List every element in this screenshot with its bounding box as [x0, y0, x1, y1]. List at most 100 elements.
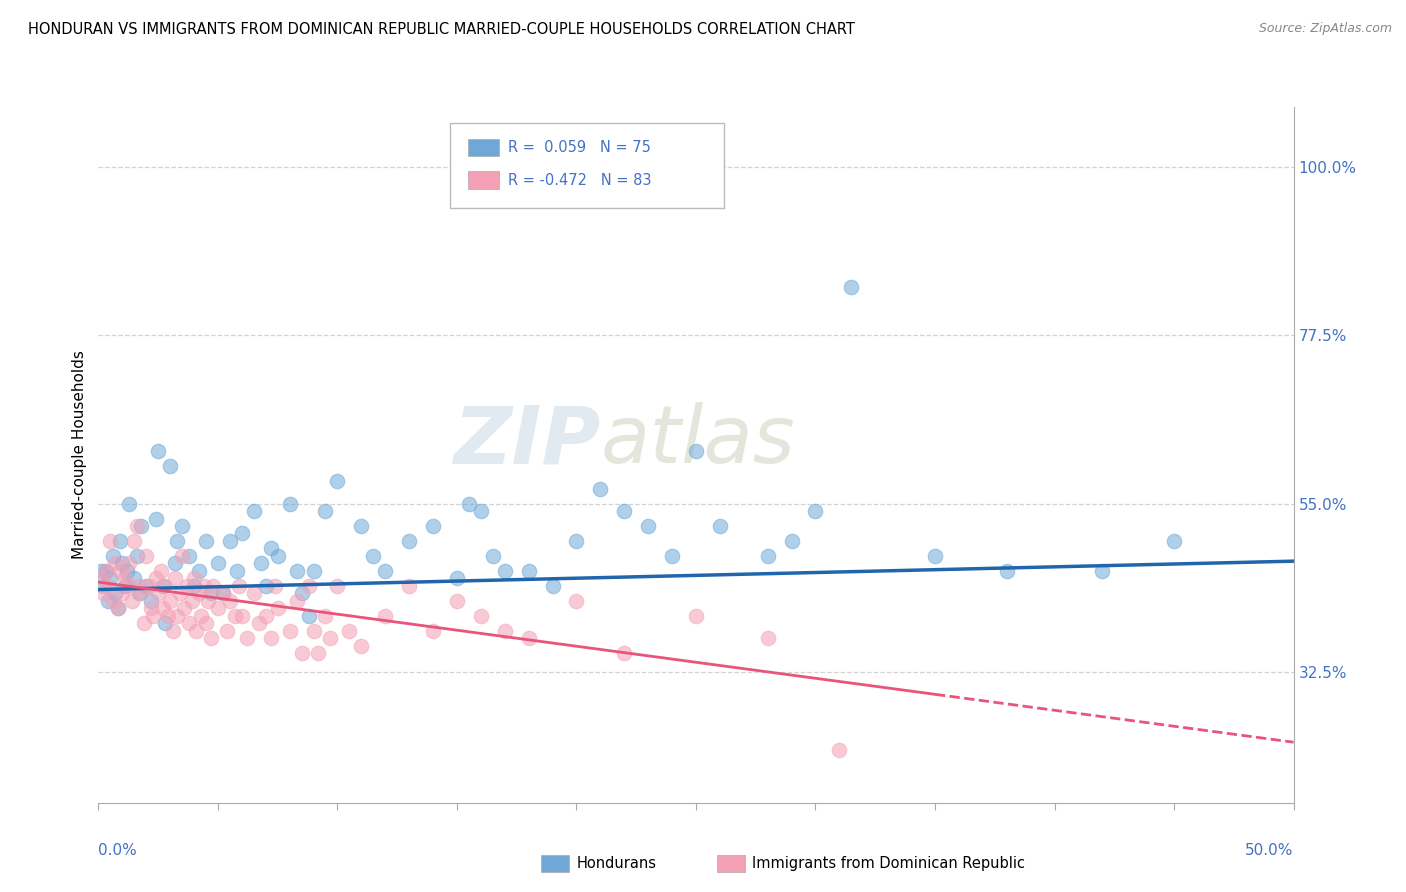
Point [128, 579, 150, 593]
Point [163, 571, 186, 585]
Point [226, 564, 249, 578]
Text: R = -0.472   N = 83: R = -0.472 N = 83 [508, 172, 651, 187]
Point [470, 504, 492, 518]
Point [290, 646, 312, 660]
Point [285, 564, 308, 578]
Point [267, 549, 290, 563]
Point [121, 594, 143, 608]
Point [494, 564, 516, 578]
Point [207, 601, 229, 615]
Point [217, 624, 239, 638]
Point [211, 586, 233, 600]
Point [470, 608, 492, 623]
Point [124, 571, 146, 585]
Text: ZIP: ZIP [453, 402, 600, 480]
Point [132, 616, 155, 631]
Point [190, 608, 212, 623]
Point [254, 579, 277, 593]
Point [101, 549, 124, 563]
Point [756, 631, 779, 645]
Point [159, 594, 181, 608]
Point [180, 594, 202, 608]
Point [446, 594, 468, 608]
Point [107, 601, 129, 615]
Point [278, 624, 301, 638]
Point [108, 533, 131, 548]
Point [172, 519, 194, 533]
Point [90, 564, 112, 578]
Point [135, 549, 157, 563]
Point [162, 624, 184, 638]
Point [211, 586, 233, 600]
Point [374, 608, 396, 623]
Point [200, 586, 222, 600]
Point [118, 497, 141, 511]
Point [517, 631, 540, 645]
Point [159, 459, 181, 474]
Point [139, 594, 162, 608]
Text: R =  0.059   N = 75: R = 0.059 N = 75 [508, 140, 651, 155]
Point [709, 519, 731, 533]
Point [315, 504, 337, 518]
Point [169, 586, 191, 600]
Point [172, 549, 194, 563]
Point [924, 549, 946, 563]
Point [155, 579, 177, 593]
Point [94, 564, 117, 578]
Point [197, 594, 219, 608]
Point [243, 586, 266, 600]
Point [90, 571, 112, 585]
Point [685, 608, 707, 623]
Point [290, 586, 312, 600]
Point [179, 616, 201, 631]
Point [111, 557, 134, 571]
Point [131, 586, 153, 600]
Point [219, 533, 242, 548]
Point [145, 511, 167, 525]
Point [128, 586, 150, 600]
Point [108, 564, 131, 578]
Point [458, 497, 481, 511]
Point [194, 533, 217, 548]
Point [350, 519, 373, 533]
Point [398, 579, 420, 593]
Point [350, 639, 373, 653]
Point [104, 586, 127, 600]
Point [326, 579, 349, 593]
Point [565, 594, 588, 608]
Point [193, 579, 215, 593]
Point [152, 579, 174, 593]
Point [298, 608, 321, 623]
Point [315, 608, 337, 623]
Point [186, 624, 208, 638]
Point [307, 646, 329, 660]
Point [661, 549, 683, 563]
Point [250, 557, 273, 571]
Point [254, 608, 277, 623]
Point [125, 549, 148, 563]
Point [114, 571, 136, 585]
Text: Immigrants from Dominican Republic: Immigrants from Dominican Republic [752, 856, 1025, 871]
Point [247, 616, 270, 631]
Point [319, 631, 342, 645]
Point [207, 557, 229, 571]
Point [839, 279, 862, 293]
Point [363, 549, 385, 563]
Point [995, 564, 1018, 578]
Point [149, 564, 172, 578]
Point [115, 564, 138, 578]
Y-axis label: Married-couple Households: Married-couple Households [72, 351, 87, 559]
Point [243, 504, 266, 518]
Point [166, 533, 188, 548]
Point [446, 571, 468, 585]
Point [131, 519, 153, 533]
Point [541, 579, 564, 593]
Point [637, 519, 659, 533]
Point [264, 579, 287, 593]
Point [202, 579, 225, 593]
Point [183, 579, 205, 593]
Point [148, 444, 170, 458]
Point [589, 482, 612, 496]
Point [115, 579, 138, 593]
Point [142, 608, 165, 623]
